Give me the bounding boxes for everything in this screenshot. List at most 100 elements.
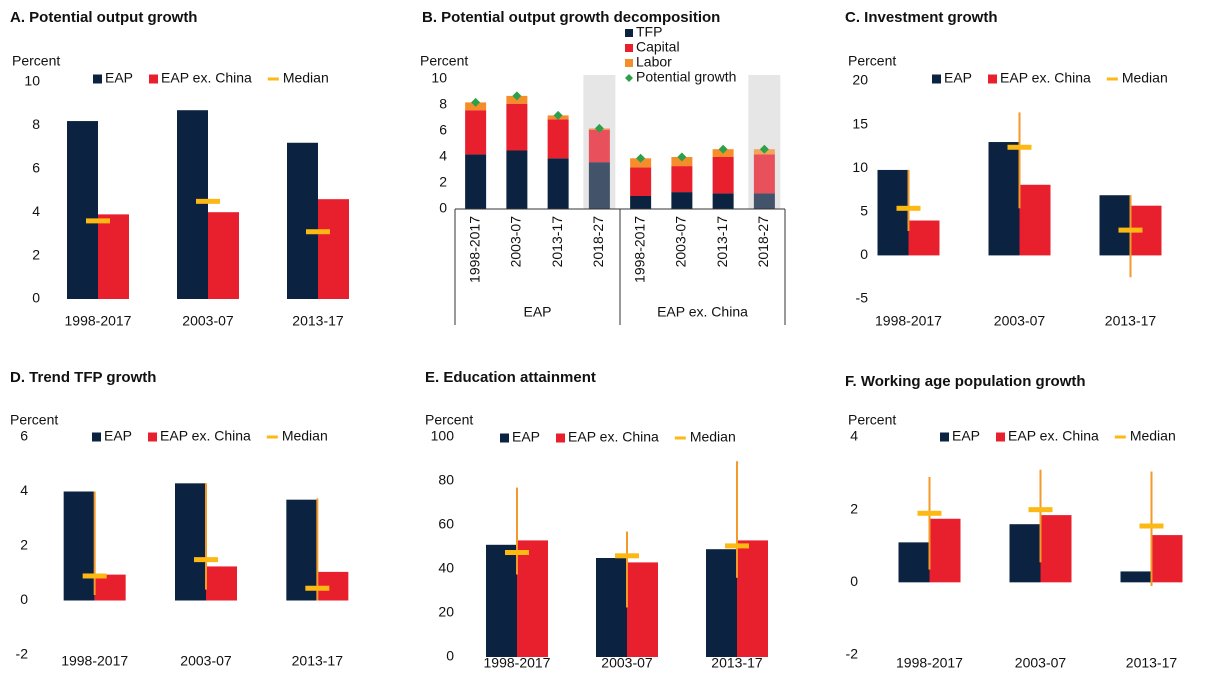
x-tick-label: 2018-27 bbox=[755, 216, 771, 268]
chart-panel: B. Potential output growth decomposition… bbox=[420, 9, 786, 325]
bar bbox=[1009, 524, 1041, 583]
y-tick-label: 20 bbox=[438, 604, 454, 620]
legend-swatch bbox=[996, 432, 1006, 442]
x-tick-label: 1998-2017 bbox=[61, 653, 128, 669]
median-marker bbox=[505, 550, 529, 555]
bar bbox=[1099, 195, 1131, 256]
median-marker bbox=[615, 553, 639, 559]
chart-panel: F. Working age population growth Percent -… bbox=[845, 373, 1183, 671]
legend-label: Potential growth bbox=[636, 69, 736, 85]
legend-label: Median bbox=[283, 70, 329, 86]
legend-swatch bbox=[92, 432, 101, 442]
y-tick-label: 20 bbox=[852, 72, 868, 88]
median-marker bbox=[86, 218, 110, 224]
x-tick-label: 2003-07 bbox=[601, 655, 653, 671]
median-marker bbox=[82, 573, 107, 579]
y-axis-label: Percent bbox=[425, 412, 473, 428]
y-tick-label: 2 bbox=[850, 500, 858, 516]
chart-title: D. Trend TFP growth bbox=[10, 369, 156, 386]
legend-swatch bbox=[1106, 77, 1118, 81]
y-tick-label: 0 bbox=[20, 591, 28, 607]
x-tick-label: 2003-07 bbox=[994, 313, 1046, 329]
bar-segment bbox=[630, 167, 652, 196]
group-label: EAP bbox=[523, 304, 551, 320]
bar bbox=[988, 142, 1020, 256]
y-tick-label: 15 bbox=[852, 115, 868, 131]
legend-swatch bbox=[932, 74, 941, 84]
legend-label: Median bbox=[690, 429, 736, 445]
legend-swatch bbox=[266, 435, 278, 439]
bar bbox=[627, 562, 658, 657]
bar bbox=[929, 518, 961, 583]
bar bbox=[877, 169, 909, 256]
legend-label: Median bbox=[1130, 428, 1176, 444]
bar-segment bbox=[712, 157, 734, 194]
y-tick-label: 4 bbox=[850, 428, 858, 444]
y-axis-label: Percent bbox=[848, 412, 896, 428]
y-tick-label: 8 bbox=[439, 96, 447, 112]
marker bbox=[759, 144, 769, 154]
median-marker bbox=[1118, 227, 1143, 233]
median-marker bbox=[917, 510, 942, 516]
legend-swatch bbox=[500, 433, 509, 443]
y-tick-label: 80 bbox=[438, 472, 454, 488]
median-marker bbox=[1139, 523, 1164, 529]
legend-label: EAP ex. China bbox=[160, 428, 251, 444]
bar-segment bbox=[588, 129, 610, 163]
y-tick-label: 4 bbox=[439, 148, 447, 164]
y-tick-label: 0 bbox=[446, 648, 454, 664]
bar bbox=[1120, 571, 1152, 583]
y-tick-label: -2 bbox=[16, 646, 29, 662]
bar bbox=[1151, 535, 1183, 583]
legend-label: EAP bbox=[104, 428, 132, 444]
y-tick-label: 10 bbox=[852, 159, 868, 175]
bar bbox=[898, 542, 930, 583]
x-tick-label: 2013-17 bbox=[711, 655, 763, 671]
legend-label: EAP ex. China bbox=[568, 429, 659, 445]
y-tick-label: 4 bbox=[32, 203, 40, 219]
bar bbox=[98, 214, 129, 299]
legend-label: Median bbox=[282, 428, 328, 444]
legend-swatch bbox=[625, 29, 633, 37]
legend-label: TFP bbox=[636, 24, 662, 40]
y-tick-label: 100 bbox=[431, 428, 455, 444]
legend-swatch bbox=[149, 74, 159, 84]
x-tick-label: 2003-07 bbox=[673, 216, 689, 268]
median-marker bbox=[196, 198, 220, 204]
legend-label: EAP bbox=[105, 70, 133, 86]
bar-segment bbox=[671, 157, 693, 167]
bar bbox=[908, 220, 940, 256]
x-tick-label: 1998-2017 bbox=[631, 216, 647, 283]
median-marker bbox=[896, 205, 921, 211]
legend-swatch bbox=[148, 432, 158, 442]
bar bbox=[94, 574, 126, 601]
bar bbox=[596, 558, 627, 657]
legend-label: EAP bbox=[952, 428, 980, 444]
bar-segment bbox=[547, 119, 569, 159]
y-axis-label: Percent bbox=[848, 53, 896, 69]
bar-segment bbox=[630, 196, 652, 209]
x-tick-label: 2003-07 bbox=[180, 653, 232, 669]
y-tick-label: 60 bbox=[438, 516, 454, 532]
bar-segment bbox=[547, 158, 569, 209]
chart-title: E. Education attainment bbox=[425, 369, 596, 386]
y-tick-label: 6 bbox=[20, 428, 28, 444]
bar bbox=[1019, 184, 1051, 256]
legend-label: Labor bbox=[636, 54, 672, 70]
bar-segment bbox=[465, 154, 487, 209]
bar bbox=[1040, 515, 1072, 583]
y-tick-label: 0 bbox=[439, 200, 447, 216]
legend-label: EAP ex. China bbox=[161, 70, 252, 86]
marker bbox=[677, 152, 687, 162]
chart-panel: A. Potential output growth Percent 0 2 4 6 8 10… bbox=[10, 9, 349, 329]
y-tick-label: 40 bbox=[438, 560, 454, 576]
median-marker bbox=[1007, 144, 1032, 150]
legend-label: EAP ex. China bbox=[1008, 428, 1099, 444]
bar-segment bbox=[465, 110, 487, 155]
legend-swatch bbox=[93, 74, 102, 84]
legend-swatch bbox=[940, 432, 949, 442]
x-tick-label: 2003-07 bbox=[182, 313, 234, 329]
y-axis-label: Percent bbox=[420, 53, 468, 69]
bar bbox=[177, 110, 208, 300]
median-marker bbox=[1028, 507, 1053, 513]
